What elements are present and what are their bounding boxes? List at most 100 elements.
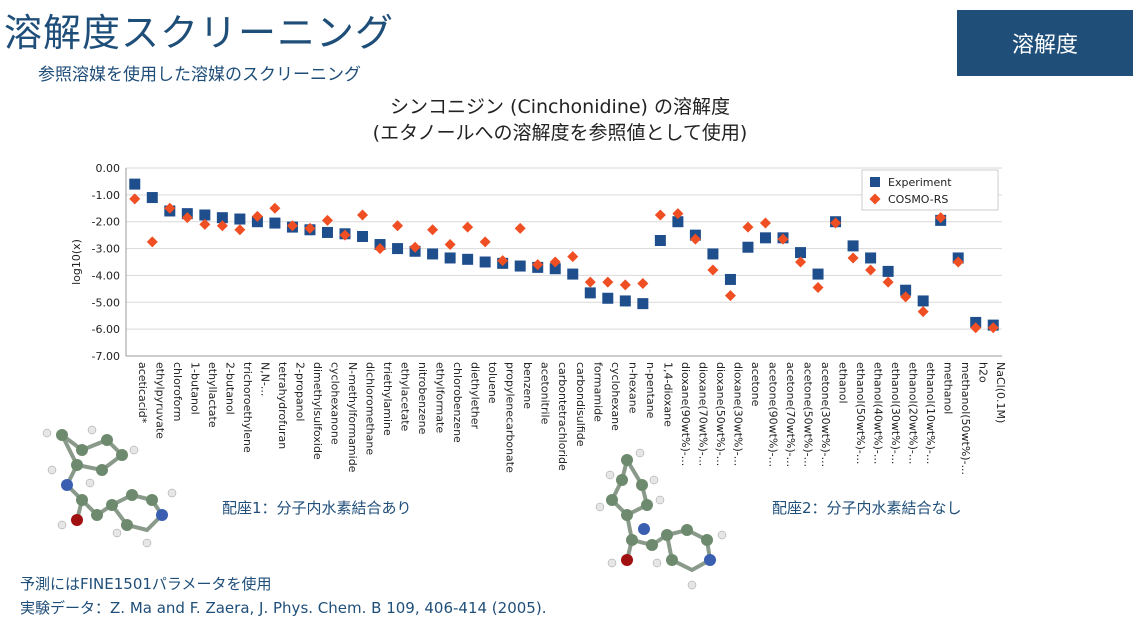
experiment-point bbox=[514, 260, 526, 272]
cosmo-rs-point bbox=[742, 221, 754, 233]
page-subtitle: 参照溶媒を使用した溶媒のスクリーニング bbox=[38, 65, 361, 85]
experiment-point bbox=[392, 243, 404, 255]
cosmo-rs-point bbox=[181, 212, 193, 224]
experiment-data-reference: 実験データ：Z. Ma and F. Zaera, J. Phys. Chem.… bbox=[20, 599, 547, 617]
experiment-point bbox=[882, 265, 894, 277]
cosmo-rs-point bbox=[251, 210, 263, 222]
x-tick-label: NaCl(0.1M) bbox=[994, 362, 1007, 423]
experiment-point bbox=[602, 292, 614, 304]
experiment-point bbox=[444, 252, 456, 264]
y-tick-label: -2.00 bbox=[92, 216, 120, 229]
x-tick-label: cyclohexane bbox=[609, 362, 622, 431]
legend-cosmo-rs-label: COSMO-RS bbox=[888, 193, 948, 206]
cosmo-rs-point bbox=[847, 252, 859, 264]
experiment-point bbox=[900, 284, 912, 296]
cosmo-rs-point bbox=[269, 202, 281, 214]
x-tick-label: acetone(90wt%)-... bbox=[766, 362, 779, 467]
cosmo-rs-point bbox=[357, 209, 369, 221]
legend-cosmo-rs-marker bbox=[869, 193, 881, 205]
cosmo-rs-point bbox=[795, 256, 807, 268]
x-tick-label: acetonitrile bbox=[539, 362, 552, 425]
experiment-point bbox=[549, 263, 561, 275]
cosmo-rs-point bbox=[882, 276, 894, 288]
legend-box bbox=[861, 169, 999, 211]
x-tick-label: carbondisulfide bbox=[574, 362, 587, 447]
section-badge: 溶解度 bbox=[957, 10, 1133, 76]
x-tick-label: toluene bbox=[486, 362, 499, 404]
experiment-point bbox=[742, 241, 754, 253]
x-tick-label: nitrobenzene bbox=[416, 362, 429, 435]
x-tick-label: 1-butanol bbox=[188, 362, 201, 415]
legend-experiment-marker bbox=[870, 177, 880, 187]
x-tick-label: diethylether bbox=[469, 362, 482, 429]
x-tick-label: N-methylformamide bbox=[346, 362, 359, 473]
experiment-point bbox=[637, 298, 649, 310]
experiment-point bbox=[672, 216, 684, 228]
chart-title: シンコニジン (Cinchonidine) の溶解度 (エタノールへの溶解度を参… bbox=[300, 94, 820, 146]
cosmo-rs-point bbox=[637, 277, 649, 289]
x-tick-label: 2-propanol bbox=[293, 362, 306, 421]
parameter-note: 予測にはFINE1501パラメータを使用 bbox=[20, 575, 272, 593]
cosmo-rs-point bbox=[917, 306, 929, 318]
x-tick-label: propylenecarbonate bbox=[504, 362, 517, 473]
y-tick-label: -7.00 bbox=[92, 350, 120, 363]
x-tick-label: chloroform bbox=[171, 362, 184, 421]
cosmo-rs-point bbox=[532, 259, 544, 271]
y-tick-label: -3.00 bbox=[92, 243, 120, 256]
cosmo-rs-point bbox=[427, 224, 439, 236]
molecule-conformer-2-image bbox=[595, 448, 727, 590]
cosmo-rs-point bbox=[409, 241, 421, 253]
chart-title-line1: シンコニジン (Cinchonidine) の溶解度 bbox=[390, 96, 730, 118]
cosmo-rs-point bbox=[339, 229, 351, 241]
x-tick-label: ethylpyruvate bbox=[153, 362, 166, 439]
y-axis-title: log10(x) bbox=[70, 239, 83, 285]
experiment-point bbox=[216, 212, 228, 224]
x-tick-label: dioxane(90wt%)-... bbox=[679, 362, 692, 466]
x-tick-label: chlorobenzene bbox=[451, 362, 464, 443]
molecule-conformer-1-image bbox=[42, 425, 177, 548]
experiment-point bbox=[654, 235, 666, 247]
experiment-point bbox=[479, 256, 491, 268]
conformer-2-caption: 配座2：分子内水素結合なし bbox=[772, 499, 962, 517]
x-tick-label: ethanol(20wt%)-... bbox=[907, 362, 920, 464]
cosmo-rs-point bbox=[952, 256, 964, 268]
experiment-point bbox=[199, 209, 211, 221]
x-tick-label: acetone(50wt%)-... bbox=[802, 362, 815, 467]
cosmo-rs-point bbox=[374, 243, 386, 255]
cosmo-rs-point bbox=[672, 208, 684, 220]
experiment-point bbox=[619, 295, 631, 307]
experiment-point bbox=[357, 230, 369, 242]
cosmo-rs-point bbox=[935, 212, 947, 224]
cosmo-rs-point bbox=[759, 217, 771, 229]
y-tick-label: -6.00 bbox=[92, 323, 120, 336]
x-tick-label: methanol bbox=[942, 362, 955, 414]
x-tick-label: cyclohexanone bbox=[328, 362, 341, 445]
x-tick-label: acetone bbox=[749, 362, 762, 407]
x-tick-label: dimethylsulfoxide bbox=[311, 362, 324, 460]
y-tick-label: 0.00 bbox=[96, 162, 121, 175]
cosmo-rs-point bbox=[584, 276, 596, 288]
cosmo-rs-point bbox=[777, 233, 789, 245]
x-tick-label: n-hexane bbox=[626, 362, 639, 414]
cosmo-rs-point bbox=[724, 290, 736, 302]
cosmo-rs-point bbox=[689, 233, 701, 245]
cosmo-rs-point bbox=[392, 220, 404, 232]
x-tick-label: N,N-... bbox=[258, 362, 271, 396]
x-tick-label: dioxane(70wt%)-... bbox=[696, 362, 709, 466]
experiment-point bbox=[707, 248, 719, 260]
x-tick-label: n-pentane bbox=[644, 362, 657, 419]
x-tick-label: ethanol(50wt%)-... bbox=[854, 362, 867, 464]
x-tick-label: aceticacid* bbox=[136, 362, 149, 424]
y-tick-label: -5.00 bbox=[92, 296, 120, 309]
cosmo-rs-point bbox=[707, 264, 719, 276]
x-tick-label: ethanol bbox=[837, 362, 850, 404]
x-tick-label: acetone(30wt%)-... bbox=[819, 362, 832, 467]
x-tick-label: trichoroethylene bbox=[241, 362, 254, 453]
x-tick-label: ethylformate bbox=[434, 362, 447, 433]
x-tick-label: 1,4-dioxane bbox=[661, 362, 674, 427]
cosmo-rs-point bbox=[970, 322, 982, 334]
cosmo-rs-point bbox=[321, 214, 333, 226]
experiment-point bbox=[917, 295, 929, 307]
experiment-point bbox=[795, 247, 807, 259]
cosmo-rs-point bbox=[479, 236, 491, 248]
